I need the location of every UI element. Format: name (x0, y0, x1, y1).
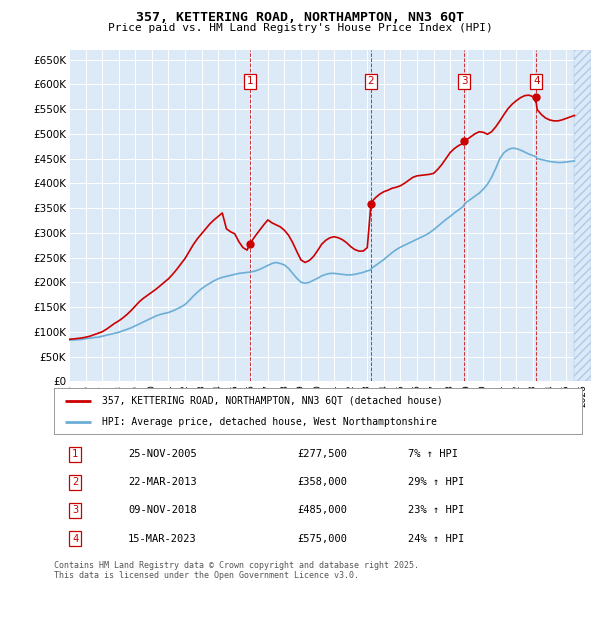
Text: 3: 3 (461, 76, 467, 86)
Text: 1: 1 (247, 76, 253, 86)
Text: 3: 3 (72, 505, 78, 515)
Text: 2: 2 (72, 477, 78, 487)
Text: 22-MAR-2013: 22-MAR-2013 (128, 477, 197, 487)
Text: 4: 4 (72, 534, 78, 544)
Text: 2: 2 (368, 76, 374, 86)
Text: £485,000: £485,000 (297, 505, 347, 515)
Text: 24% ↑ HPI: 24% ↑ HPI (408, 534, 464, 544)
Text: 25-NOV-2005: 25-NOV-2005 (128, 450, 197, 459)
Text: 29% ↑ HPI: 29% ↑ HPI (408, 477, 464, 487)
Text: £277,500: £277,500 (297, 450, 347, 459)
Text: £575,000: £575,000 (297, 534, 347, 544)
Text: 4: 4 (533, 76, 539, 86)
Text: £358,000: £358,000 (297, 477, 347, 487)
Text: HPI: Average price, detached house, West Northamptonshire: HPI: Average price, detached house, West… (101, 417, 436, 427)
Text: 23% ↑ HPI: 23% ↑ HPI (408, 505, 464, 515)
Text: 357, KETTERING ROAD, NORTHAMPTON, NN3 6QT: 357, KETTERING ROAD, NORTHAMPTON, NN3 6Q… (136, 11, 464, 24)
Text: 15-MAR-2023: 15-MAR-2023 (128, 534, 197, 544)
Text: Contains HM Land Registry data © Crown copyright and database right 2025.
This d: Contains HM Land Registry data © Crown c… (54, 561, 419, 580)
Text: Price paid vs. HM Land Registry's House Price Index (HPI): Price paid vs. HM Land Registry's House … (107, 23, 493, 33)
Text: 1: 1 (72, 450, 78, 459)
Text: 357, KETTERING ROAD, NORTHAMPTON, NN3 6QT (detached house): 357, KETTERING ROAD, NORTHAMPTON, NN3 6Q… (101, 396, 442, 405)
Text: 09-NOV-2018: 09-NOV-2018 (128, 505, 197, 515)
Text: 7% ↑ HPI: 7% ↑ HPI (408, 450, 458, 459)
